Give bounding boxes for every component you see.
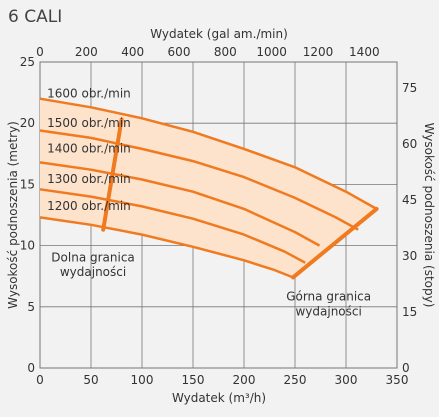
x-tick-label-top: 1000 — [256, 45, 287, 59]
operating-region-fill — [40, 98, 377, 278]
upper-limit-label: Górna granica — [286, 290, 371, 304]
x-tick-label-bottom: 50 — [83, 373, 98, 387]
x-tick-label-top: 0 — [36, 45, 44, 59]
y-tick-label-right: 75 — [402, 81, 417, 95]
chart-title: 6 CALI — [8, 7, 62, 27]
x-tick-label-top: 200 — [75, 45, 98, 59]
x-tick-label-top: 800 — [214, 45, 237, 59]
curves — [39, 97, 378, 279]
x-tick-label-top: 1200 — [303, 45, 334, 59]
labels: 1600 obr./min 1500 obr./min 1400 obr./min 1… — [47, 86, 371, 318]
curve-label: 1600 obr./min — [47, 86, 131, 100]
y-tick-label-right: 30 — [402, 249, 417, 263]
curve-1600 — [39, 97, 378, 210]
y-tick-label-left: 15 — [20, 177, 35, 191]
y-tick-label-left: 10 — [20, 239, 35, 253]
x-axis-label-top: Wydatek (gal am./min) — [150, 27, 288, 41]
lower-limit-line — [101, 117, 124, 232]
curve-label: 1300 obr./min — [47, 172, 131, 186]
curve-label: 1400 obr./min — [47, 142, 131, 156]
x-tick-label-bottom: 350 — [386, 373, 409, 387]
upper-limit-line — [291, 206, 379, 280]
curve-1400 — [39, 161, 321, 247]
y-tick-label-left: 0 — [27, 361, 35, 375]
x-tick-label-bottom: 300 — [335, 373, 358, 387]
y-tick-label-left: 5 — [27, 300, 35, 314]
x-tick-label-bottom: 100 — [131, 373, 154, 387]
y-tick-label-right: 45 — [402, 193, 417, 207]
y-axis-label-right: Wysokość podnoszenia (stopy) — [422, 123, 436, 308]
x-tick-label-bottom: 0 — [36, 373, 44, 387]
y-tick-label-right: 60 — [402, 137, 417, 151]
x-tick-label-bottom: 200 — [233, 373, 256, 387]
x-tick-label-bottom: 150 — [182, 373, 205, 387]
x-tick-label-top: 400 — [121, 45, 144, 59]
curve-1200 — [39, 216, 294, 279]
x-axis-label-bottom: Wydatek (m³/h) — [172, 391, 266, 405]
y-tick-label-right: 15 — [402, 305, 417, 319]
curve-label: 1200 obr./min — [47, 199, 131, 213]
lower-limit-label: wydajności — [60, 265, 126, 279]
curve-1300 — [39, 188, 306, 264]
x-tick-label-top: 1400 — [349, 45, 380, 59]
curve-label: 1500 obr./min — [47, 116, 131, 130]
upper-limit-label: wydajności — [295, 304, 361, 318]
y-tick-label-left: 25 — [20, 55, 35, 69]
x-tick-label-top: 600 — [168, 45, 191, 59]
y-tick-label-left: 20 — [20, 116, 35, 130]
x-tick-label-bottom: 250 — [284, 373, 307, 387]
limits — [101, 117, 379, 280]
operating-region — [40, 98, 377, 278]
y-tick-label-right: 0 — [402, 361, 410, 375]
y-axis-label-left: Wysokość podnoszenia (metry) — [6, 121, 20, 309]
lower-limit-label: Dolna granica — [51, 251, 134, 265]
curve-1500 — [39, 129, 359, 231]
